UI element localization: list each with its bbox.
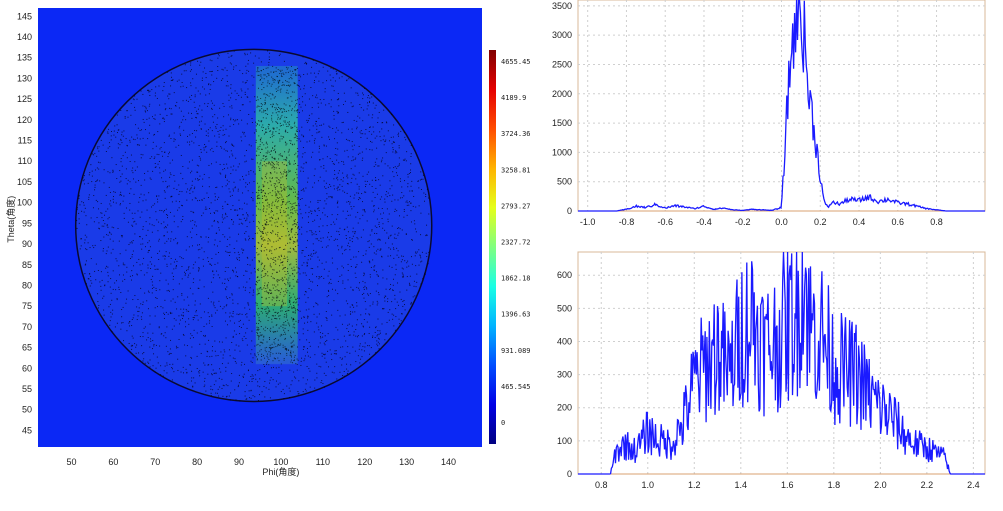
heatmap-y-tick-label: 60 [22,363,32,373]
heatmap-x-tick-label: 50 [67,457,77,467]
colorbar-tick-label: 1862.18 [501,275,531,283]
heatmap-y-tick-label: 125 [17,94,32,104]
heatmap-y-tick-label: 115 [18,136,32,146]
y-tick-label: 100 [557,436,572,446]
colorbar-tick-label: 4189.9 [501,94,526,102]
colorbar: 4655.45 4189.9 3724.36 3258.81 2793.27 2327.7… [489,50,531,444]
x-tick-label: 2.4 [967,480,980,490]
heatmap-y-tick-label: 130 [17,73,32,83]
heatmap-x-axis-label: Phi(角度) [262,466,299,477]
colorbar-tick-label: 465.545 [501,383,531,391]
y-tick-label: 3000 [552,30,572,40]
heatmap-y-tick-label: 85 [22,260,32,270]
x-tick-label: 2.0 [874,480,887,490]
hot-band [255,65,298,365]
x-tick-label: 0.4 [853,217,866,227]
heatmap-y-tick-label: 120 [17,115,32,125]
top-line-chart: -1.0 -0.8 -0.6 -0.4 -0.2 0.0 0.2 0.4 0.6 0.8 0 500 1… [552,0,986,227]
y-tick-label: 400 [557,336,572,346]
heatmap-y-tick-label: 80 [22,280,32,290]
hot-core [261,161,287,307]
heatmap-y-tick-label: 95 [22,218,32,228]
x-tick-label: 1.8 [828,480,841,490]
series-line [578,0,985,212]
colorbar-tick-label: 2327.72 [501,239,531,247]
heatmap-y-tick-label: 75 [22,301,32,311]
y-tick-label: 3500 [552,1,572,11]
x-tick-label: -0.4 [696,217,712,227]
x-tick-label: 1.2 [688,480,701,490]
x-tick-label: -1.0 [580,217,596,227]
heatmap-chart: 45 50 55 60 65 70 75 80 85 90 95 100 105 110 115 120 125… [5,8,531,477]
x-tick-label: -0.2 [735,217,751,227]
heatmap-x-tick-label: 120 [357,457,372,467]
x-tick-label: 1.0 [642,480,655,490]
heatmap-x-ticks: 50 60 70 80 90 100 110 120 130 140 [67,457,457,467]
y-tick-label: 200 [557,403,572,413]
colorbar-tick-label: 3258.81 [501,166,531,174]
y-tick-label: 500 [557,303,572,313]
scatter-disk [74,48,433,403]
heatmap-x-tick-label: 70 [150,457,160,467]
y-tick-label: 1000 [552,147,572,157]
x-tick-label: 0.6 [892,217,905,227]
heatmap-y-tick-label: 45 [22,425,32,435]
x-tick-label: 0.8 [595,480,608,490]
heatmap-x-tick-label: 90 [234,457,244,467]
heatmap-x-tick-label: 140 [441,457,456,467]
colorbar-tick-label: 1396.63 [501,311,531,319]
heatmap-x-tick-label: 80 [192,457,202,467]
heatmap-y-tick-label: 70 [22,322,32,332]
heatmap-y-tick-label: 135 [17,53,32,63]
x-tick-label: -0.8 [619,217,635,227]
heatmap-y-tick-label: 105 [17,177,32,187]
bottom-line-chart: 0.8 1.0 1.2 1.4 1.6 1.8 2.0 2.2 2.4 0 100 200 300 400… [557,251,986,490]
series-line [578,251,985,475]
x-tick-label: 1.4 [735,480,748,490]
speckle-dots [76,50,430,402]
heatmap-x-tick-label: 110 [316,457,330,467]
colorbar-tick-label: 931.089 [501,347,531,355]
heatmap-y-ticks: 45 50 55 60 65 70 75 80 85 90 95 100 105 110 115 120 125… [17,11,32,435]
x-tick-label: 0.0 [775,217,788,227]
y-tick-label: 600 [557,270,572,280]
heatmap-y-tick-label: 90 [22,239,32,249]
x-tick-label: -0.6 [657,217,673,227]
heatmap-y-tick-label: 110 [18,156,32,166]
x-tick-label: 2.2 [921,480,934,490]
colorbar-tick-label: 3724.36 [501,130,531,138]
y-tick-label: 300 [557,370,572,380]
heatmap-y-tick-label: 50 [22,405,32,415]
x-tick-label: 0.8 [930,217,943,227]
heatmap-content [74,48,433,403]
y-tick-label: 0 [567,206,572,216]
heatmap-y-tick-label: 145 [17,11,32,21]
heatmap-y-axis-label: Theta(角度) [5,196,16,243]
x-tick-label: 1.6 [781,480,794,490]
y-tick-label: 1500 [552,118,572,128]
y-tick-label: 2500 [552,59,572,69]
y-tick-label: 2000 [552,89,572,99]
colorbar-tick-label: 4655.45 [501,58,531,66]
heatmap-y-tick-label: 140 [17,32,32,42]
heatmap-y-tick-label: 65 [22,343,32,353]
y-tick-label: 0 [567,469,572,479]
colorbar-tick-label: 0 [501,419,505,427]
colorbar-tick-label: 2793.27 [501,202,531,210]
heatmap-x-tick-label: 100 [273,457,288,467]
colorbar-gradient [489,50,496,444]
heatmap-x-tick-label: 60 [108,457,118,467]
y-tick-label: 500 [557,177,572,187]
heatmap-y-tick-label: 100 [17,198,32,208]
heatmap-x-tick-label: 130 [399,457,414,467]
x-tick-label: 0.2 [814,217,827,227]
heatmap-y-tick-label: 55 [22,384,32,394]
